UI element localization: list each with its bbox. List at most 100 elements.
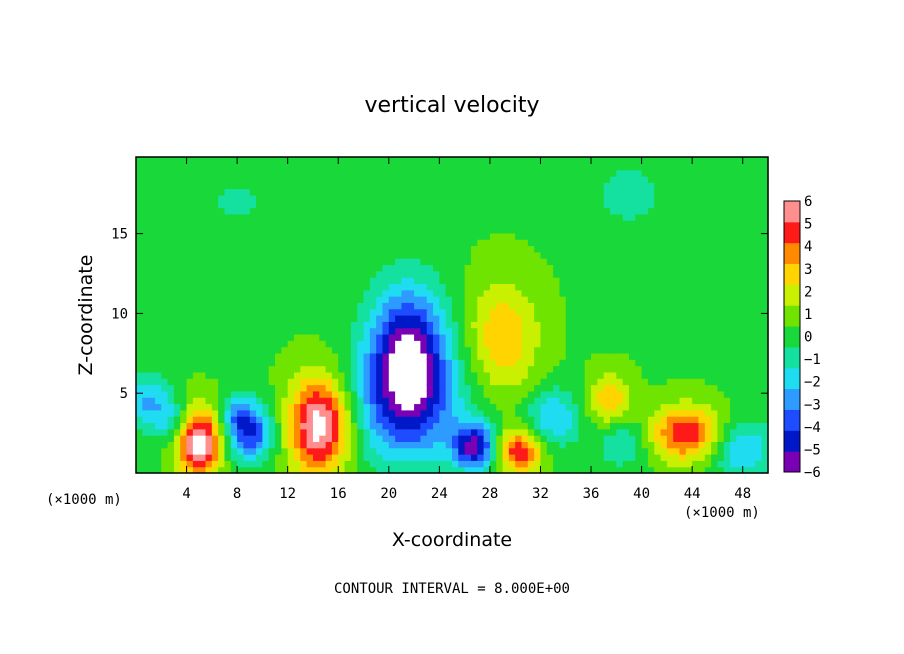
heatmap-cell (154, 416, 162, 424)
heatmap-cell (584, 466, 592, 474)
heatmap-cell (161, 232, 169, 240)
heatmap-cell (559, 289, 567, 297)
heatmap-cell (654, 315, 662, 322)
heatmap-cell (527, 441, 535, 449)
heatmap-cell (603, 365, 611, 373)
heatmap-cell (698, 409, 706, 417)
heatmap-cell (211, 416, 219, 424)
heatmap-cell (350, 163, 358, 171)
heatmap-cell (628, 409, 636, 417)
heatmap-cell (654, 308, 662, 316)
heatmap-cell (338, 390, 346, 398)
heatmap-cell (635, 327, 643, 335)
heatmap-cell (685, 277, 693, 284)
heatmap-cell (363, 308, 371, 316)
heatmap-cell (287, 270, 295, 278)
heatmap-cell (515, 359, 523, 367)
heatmap-cell (565, 182, 573, 190)
heatmap-cell (186, 264, 194, 272)
heatmap-cell (388, 207, 396, 215)
heatmap-cell (534, 466, 542, 474)
heatmap-cell (350, 182, 358, 190)
heatmap-cell (704, 390, 712, 398)
heatmap-cell (243, 283, 251, 291)
heatmap-cell (281, 201, 289, 209)
heatmap-cell (489, 283, 497, 291)
heatmap-cell (628, 352, 636, 360)
heatmap-cell (755, 315, 763, 322)
heatmap-cell (489, 207, 497, 215)
heatmap-cell (281, 239, 289, 247)
heatmap-cell (610, 182, 617, 190)
heatmap-cell (534, 270, 542, 278)
heatmap-cell (376, 416, 384, 424)
heatmap-cell (312, 175, 320, 183)
heatmap-cell (622, 302, 630, 310)
heatmap-cell (641, 384, 649, 392)
heatmap-cell (534, 245, 542, 253)
heatmap-cell (660, 352, 668, 360)
heatmap-cell (736, 169, 744, 177)
heatmap-cell (388, 213, 396, 221)
heatmap-cell (496, 315, 504, 322)
heatmap-cell (218, 447, 226, 455)
heatmap-cell (281, 321, 289, 329)
heatmap-cell (622, 232, 630, 240)
heatmap-cell (414, 384, 421, 392)
heatmap-cell (199, 213, 207, 221)
heatmap-cell (717, 378, 725, 386)
heatmap-cell (584, 397, 592, 405)
heatmap-cell (578, 194, 586, 202)
heatmap-cell (249, 201, 257, 209)
heatmap-cell (761, 308, 769, 316)
heatmap-cell (306, 365, 314, 373)
heatmap-cell (148, 226, 156, 234)
heatmap-cell (458, 441, 466, 449)
heatmap-cell (685, 264, 693, 272)
heatmap-cell (350, 245, 358, 253)
heatmap-cell (736, 188, 744, 196)
heatmap-cell (685, 454, 693, 461)
heatmap-cell (578, 251, 586, 259)
heatmap-cell (395, 296, 403, 303)
heatmap-cell (489, 321, 497, 329)
heatmap-cell (420, 327, 428, 335)
heatmap-cell (344, 302, 352, 310)
heatmap-cell (199, 175, 207, 183)
heatmap-cell (452, 447, 459, 455)
heatmap-cell (660, 188, 668, 196)
heatmap-cell (306, 289, 314, 297)
heatmap-cell (572, 220, 579, 228)
heatmap-cell (553, 441, 561, 449)
heatmap-cell (761, 390, 769, 398)
heatmap-cell (502, 416, 510, 424)
heatmap-cell (755, 346, 763, 354)
heatmap-cell (540, 207, 548, 215)
heatmap-cell (527, 169, 535, 177)
heatmap-cell (685, 321, 693, 329)
heatmap-cell (148, 163, 156, 171)
heatmap-cell (369, 157, 377, 164)
heatmap-cell (546, 333, 554, 341)
heatmap-cell (578, 175, 586, 183)
heatmap-cell (749, 239, 756, 247)
heatmap-cell (350, 220, 358, 228)
heatmap-cell (610, 283, 617, 291)
heatmap-cell (199, 340, 207, 348)
heatmap-cell (597, 378, 605, 386)
heatmap-cell (502, 315, 510, 322)
heatmap-cell (477, 213, 485, 221)
heatmap-cell (218, 390, 226, 398)
heatmap-cell (294, 270, 301, 278)
heatmap-cell (540, 460, 548, 468)
heatmap-cell (350, 416, 358, 424)
heatmap-cell (249, 289, 257, 297)
heatmap-cell (395, 428, 403, 436)
heatmap-cell (616, 409, 624, 417)
heatmap-cell (331, 207, 339, 215)
heatmap-cell (325, 384, 333, 392)
heatmap-cell (610, 188, 617, 196)
heatmap-cell (344, 422, 352, 430)
heatmap-cell (369, 403, 377, 411)
heatmap-cell (597, 416, 605, 424)
